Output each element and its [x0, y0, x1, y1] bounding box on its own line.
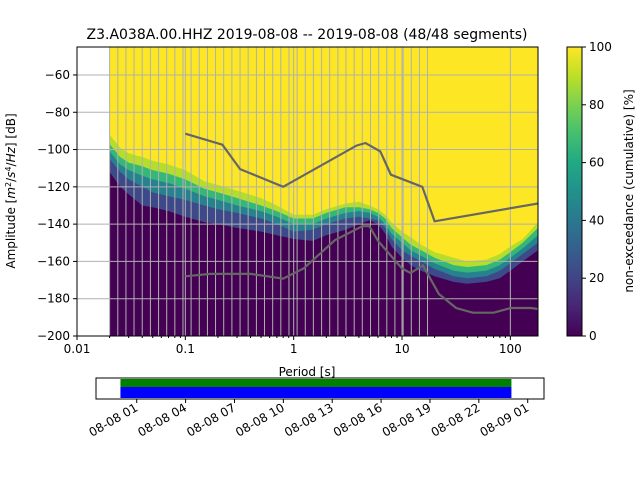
- time-tick-label: 08-08 22: [429, 400, 483, 439]
- y-axis-label: Amplitude [m2/s4/Hz] [dB]: [4, 113, 19, 268]
- y-tick-label: −180: [37, 292, 70, 306]
- y-tick-label: −120: [37, 180, 70, 194]
- x-tick-label: 0.1: [176, 342, 195, 356]
- coverage-bar-processed: [120, 379, 512, 387]
- time-axis-frame: [95, 377, 545, 400]
- time-tick-label: 08-08 13: [282, 400, 336, 439]
- y-tick-label: −140: [37, 217, 70, 231]
- y-tick-label: −80: [45, 105, 70, 119]
- y-axis-label-part: Hz: [4, 146, 18, 162]
- band-floor: [109, 171, 538, 336]
- chart-title: Z3.A038A.00.HHZ 2019-08-08 -- 2019-08-08…: [87, 27, 528, 43]
- x-tick-label: 0.01: [64, 342, 91, 356]
- y-tick-label: −160: [37, 254, 70, 268]
- time-tick-label: 08-08 10: [233, 400, 287, 439]
- time-tick-label: 08-08 04: [135, 400, 189, 439]
- y-axis-label-part: 4: [4, 166, 13, 171]
- colorbar: 0 20 40 60 80 100 non-exceedance (cumulative)…: [566, 40, 636, 343]
- colorbar-gradient: [566, 46, 583, 337]
- colorbar-tick-label: 100: [589, 40, 612, 54]
- x-axis-label: Period [s]: [279, 365, 336, 379]
- x-tick-label: 1: [290, 342, 298, 356]
- plot-area: 0.01 0.1 1 10 100 −200 −180 −160 −140 −120 −100 −8…: [37, 46, 539, 356]
- y-axis-label-part: Amplitude [: [4, 199, 18, 269]
- y-axis-label-part: /: [4, 161, 18, 166]
- coverage-bar-data: [120, 387, 512, 398]
- time-tick-label: 08-08 07: [184, 400, 238, 439]
- low-noise-model-line: [185, 225, 538, 314]
- y-axis-label-part: /: [4, 177, 18, 182]
- time-tick-label: 08-09 01: [477, 400, 531, 439]
- y-tick-label: −100: [37, 143, 70, 157]
- x-tick-label: 10: [394, 342, 409, 356]
- y-axis-label-part: ] [dB]: [4, 113, 18, 147]
- time-tick-label: 08-08 16: [331, 400, 385, 439]
- colorbar-tick-label: 0: [589, 329, 597, 343]
- colorbar-label: non-exceedance (cumulative) [%]: [622, 89, 636, 292]
- time-tick-label: 08-08 19: [380, 400, 434, 439]
- plot-frame: [76, 46, 539, 337]
- colorbar-tick-label: 20: [589, 271, 604, 285]
- y-tick-label: −60: [45, 68, 70, 82]
- x-tick-label: 100: [499, 342, 522, 356]
- high-noise-model-line: [184, 132, 538, 223]
- y-tick-label: −200: [37, 329, 70, 343]
- y-axis-label-part: m: [4, 187, 18, 199]
- y-axis-label-part: s: [4, 172, 18, 178]
- colorbar-tick-label: 40: [589, 213, 604, 227]
- colorbar-tick-label: 60: [589, 156, 604, 170]
- colorbar-tick-label: 80: [589, 98, 604, 112]
- time-tick-label: 08-08 01: [87, 400, 141, 439]
- y-axis-label-part: 2: [4, 182, 13, 187]
